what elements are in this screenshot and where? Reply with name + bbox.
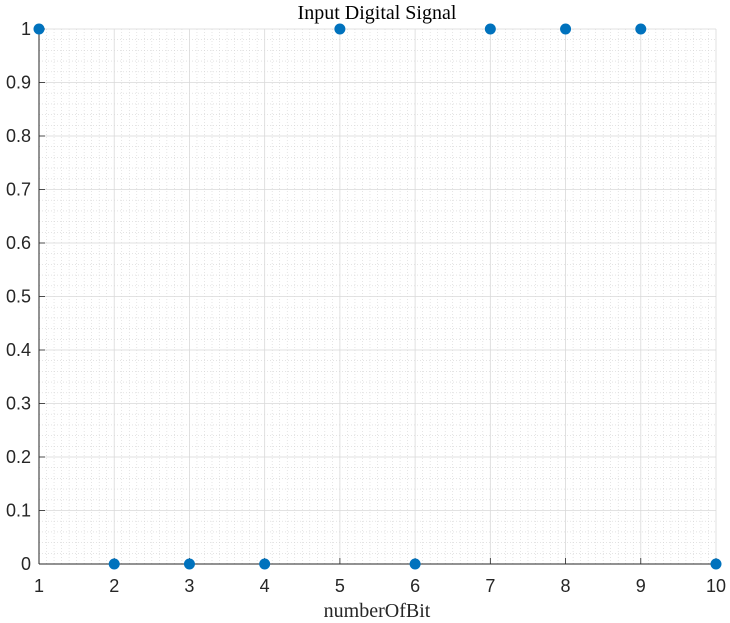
y-tick-label: 0.2	[6, 447, 31, 467]
y-tick-label: 0	[21, 554, 31, 574]
data-point	[259, 558, 271, 570]
y-tick-label: 0.4	[6, 340, 31, 360]
x-tick-label: 4	[260, 576, 270, 596]
y-tick-label: 0.3	[6, 394, 31, 414]
y-tick-label: 0.6	[6, 233, 31, 253]
chart-title: Input Digital Signal	[298, 2, 457, 24]
data-point	[33, 23, 45, 35]
data-point	[484, 23, 496, 35]
x-tick-label: 1	[34, 576, 44, 596]
x-tick-label: 7	[485, 576, 495, 596]
data-point	[635, 23, 647, 35]
y-tick-label: 0.1	[6, 501, 31, 521]
axes-lines	[38, 28, 717, 565]
data-point	[334, 23, 346, 35]
x-tick-label: 5	[335, 576, 345, 596]
y-tick-label: 0.5	[6, 287, 31, 307]
x-tick-label: 8	[561, 576, 571, 596]
y-tick-label: 0.8	[6, 126, 31, 146]
data-points	[33, 23, 722, 570]
data-point	[560, 23, 572, 35]
data-point	[710, 558, 722, 570]
data-point	[108, 558, 120, 570]
x-tick-label: 2	[109, 576, 119, 596]
y-tick-label: 0.7	[6, 180, 31, 200]
data-point	[183, 558, 195, 570]
x-tick-label: 10	[706, 576, 726, 596]
x-tick-label: 6	[410, 576, 420, 596]
x-tick-label: 9	[636, 576, 646, 596]
x-axis-label: numberOfBit	[324, 600, 431, 622]
y-tick-label: 0.9	[6, 73, 31, 93]
x-tick-label: 3	[184, 576, 194, 596]
y-tick-labels: 0 0.1 0.2 0.3 0.4 0.5 0.6 0.7 0.8 0.9 1	[6, 19, 31, 574]
x-tick-labels: 1 2 3 4 5 6 7 8 9 10	[34, 576, 726, 596]
y-tick-label: 1	[21, 19, 31, 39]
data-point	[409, 558, 421, 570]
